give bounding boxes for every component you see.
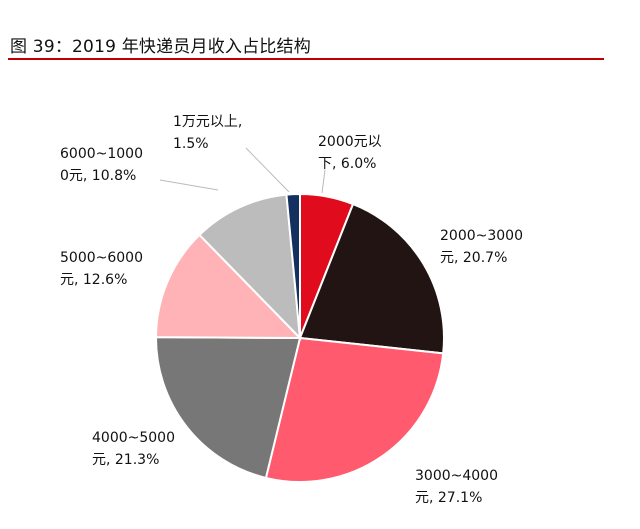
slice-label: 4000~5000 元, 21.3% — [92, 430, 175, 468]
slice-label: 2000元以下, 6.0% — [318, 134, 382, 172]
slice-labels: 2000元以下, 6.0% 2000~3000 元, 20.7% 3000~4000 元… — [60, 114, 523, 506]
pie-slice — [154, 336, 302, 480]
pie-slice — [264, 336, 445, 483]
title-divider — [8, 58, 604, 60]
leader-line — [245, 147, 290, 193]
leader-lines — [159, 147, 326, 194]
pie-slice — [298, 202, 445, 355]
leader-line — [159, 179, 219, 191]
slice-label: 3000~4000 元, 27.1% — [415, 468, 498, 506]
pie-slices — [154, 192, 445, 483]
pie-slice — [154, 233, 303, 340]
slice-label: 6000~1000 0元, 10.8% — [60, 146, 143, 184]
leader-line — [321, 169, 326, 194]
pie-slice — [198, 193, 302, 341]
chart-title: 图 39：2019 年快递员月收入占比结构 — [10, 37, 311, 57]
slice-label: 1万元以上, 1.5% — [173, 114, 242, 152]
slice-label: 5000~6000 元, 12.6% — [60, 250, 143, 288]
slice-label: 2000~3000 元, 20.7% — [440, 228, 523, 266]
pie-slice — [285, 192, 301, 339]
